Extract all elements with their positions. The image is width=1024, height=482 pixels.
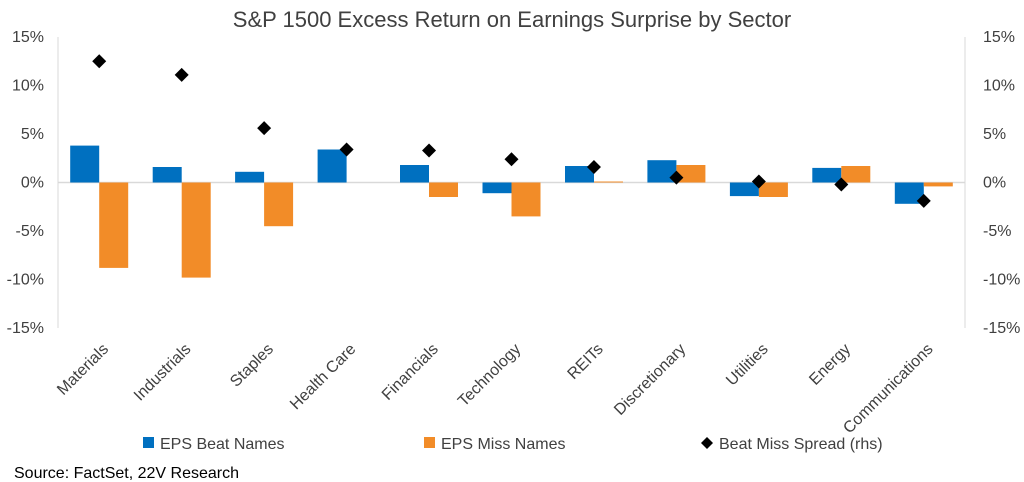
right-tick-label: 0% [983, 175, 1006, 192]
right-tick-label: -10% [983, 272, 1020, 289]
spread-marker-energy [834, 177, 849, 192]
beat-bar-discretionary [647, 160, 677, 183]
spread-marker-staples [257, 121, 272, 136]
category-label: Utilities [723, 341, 771, 389]
beat-bar-communications [894, 182, 924, 204]
left-tick-label: -15% [7, 320, 44, 337]
miss-bar-staples [264, 182, 294, 227]
beat-bar-industrials [152, 167, 182, 183]
spread-marker-discretionary [669, 170, 684, 185]
legend-swatch-spread [701, 437, 713, 449]
category-labels: Materials Industrials Staples Health Care Fi… [54, 341, 936, 437]
miss-bar-discretionary [676, 165, 706, 183]
category-label: Industrials [131, 341, 195, 405]
category-label: Communications [840, 341, 936, 437]
spread-marker-communications [916, 193, 931, 208]
left-tick-label: -10% [7, 272, 44, 289]
right-tick-label: 5% [983, 126, 1006, 143]
legend-label-spread: Beat Miss Spread (rhs) [719, 436, 883, 453]
spread-marker-reits [586, 159, 601, 174]
beat-bar-staples [235, 171, 265, 183]
left-tick-label: 15% [12, 29, 44, 46]
beat-bar-health-care [317, 149, 347, 183]
legend-label-miss: EPS Miss Names [441, 436, 565, 453]
miss-bar-energy [841, 166, 871, 183]
miss-bar-industrials [181, 182, 211, 278]
spread-marker-materials [92, 54, 107, 69]
left-tick-label: 0% [21, 175, 44, 192]
left-tick-label: -5% [16, 223, 44, 240]
spread-marker-industrials [174, 67, 189, 82]
category-label: Materials [54, 341, 112, 399]
left-tick-label: 5% [21, 126, 44, 143]
right-tick-label: 10% [983, 78, 1015, 95]
spread-markers [92, 54, 931, 208]
bars [70, 145, 953, 278]
category-label: Health Care [287, 341, 359, 413]
right-tick-label: -15% [983, 320, 1020, 337]
beat-bar-materials [70, 145, 100, 183]
spread-marker-technology [504, 152, 519, 167]
beat-bar-reits [565, 166, 594, 183]
chart-title: S&P 1500 Excess Return on Earnings Surpr… [233, 7, 791, 32]
category-label: Staples [227, 341, 277, 391]
miss-bar-reits [594, 181, 623, 183]
beat-bar-energy [812, 167, 842, 183]
spread-marker-health-care [339, 142, 354, 157]
category-label: Technology [455, 341, 524, 410]
beat-bar-technology [482, 182, 512, 194]
miss-bar-technology [511, 182, 541, 217]
right-tick-label: 15% [983, 29, 1015, 46]
category-label: Energy [806, 341, 854, 389]
right-axis: 15% 10% 5% 0% -5% -10% -15% [983, 29, 1020, 337]
legend-swatch-miss [424, 437, 435, 448]
legend-label-beat: EPS Beat Names [160, 436, 285, 453]
category-label: Discretionary [611, 341, 689, 419]
right-tick-label: -5% [983, 223, 1011, 240]
left-tick-label: 10% [12, 78, 44, 95]
miss-bar-financials [429, 182, 458, 197]
beat-bar-financials [400, 165, 429, 183]
miss-bar-communications [923, 182, 953, 187]
category-label: REITs [565, 341, 607, 383]
left-axis: 15% 10% 5% 0% -5% -10% -15% [7, 29, 44, 337]
spread-marker-utilities [751, 174, 766, 189]
miss-bar-materials [99, 182, 129, 268]
legend-swatch-beat [143, 437, 154, 448]
spread-marker-financials [422, 143, 437, 158]
category-label: Financials [379, 341, 442, 404]
legend: EPS Beat Names EPS Miss Names Beat Miss … [143, 436, 883, 453]
beat-bar-utilities [729, 182, 759, 197]
miss-bar-utilities [758, 182, 788, 197]
source-note: Source: FactSet, 22V Research [14, 465, 239, 482]
